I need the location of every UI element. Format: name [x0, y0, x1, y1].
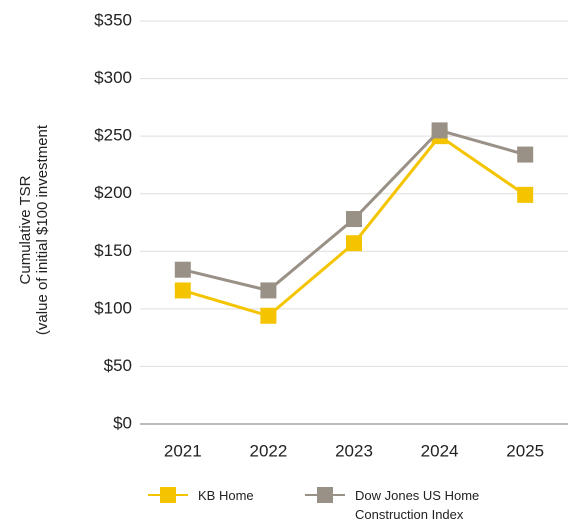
x-tick-label: 2023: [335, 441, 373, 460]
marker: [346, 235, 362, 252]
x-tick-label: 2021: [164, 441, 202, 460]
x-tick-label: 2025: [506, 441, 544, 460]
legend-symbol: [148, 486, 188, 504]
marker: [517, 186, 534, 203]
marker: [431, 122, 448, 139]
y-tick-label: $50: [104, 356, 132, 375]
legend-symbol: [305, 486, 345, 504]
marker: [517, 146, 534, 163]
y-tick-label: $350: [94, 10, 132, 29]
x-tick-label: 2022: [249, 441, 287, 460]
legend-label: KB Home: [198, 488, 254, 503]
marker: [346, 211, 362, 228]
series-line: [182, 128, 526, 293]
y-tick-label: $200: [94, 183, 132, 202]
legend-label: Dow Jones US Home Construction Index: [355, 488, 480, 522]
marker: [260, 307, 277, 324]
chart: Cumulative TSR (value of initial $100 in…: [17, 10, 568, 460]
y-label-group: Cumulative TSR (value of initial $100 in…: [17, 124, 51, 335]
x-tick-label: 2024: [421, 441, 459, 460]
marker: [174, 261, 191, 278]
legend-item: KB Home: [148, 486, 318, 505]
y-tick-label: $250: [94, 126, 132, 145]
y-tick-label: $300: [94, 68, 132, 87]
y-tick-label: $100: [94, 298, 132, 317]
legend-item: Dow Jones US Home Construction Index: [305, 486, 535, 524]
marker: [260, 282, 277, 299]
y-tick-label: $150: [94, 241, 132, 260]
y-label: (value of initial $100 investment: [34, 124, 51, 335]
y-label: Cumulative TSR: [17, 175, 34, 284]
marker: [174, 282, 191, 299]
y-tick-label: $0: [113, 413, 132, 432]
